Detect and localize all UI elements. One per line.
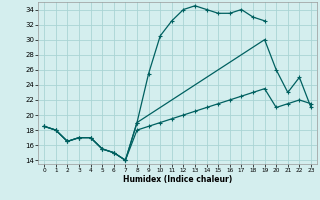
X-axis label: Humidex (Indice chaleur): Humidex (Indice chaleur) — [123, 175, 232, 184]
